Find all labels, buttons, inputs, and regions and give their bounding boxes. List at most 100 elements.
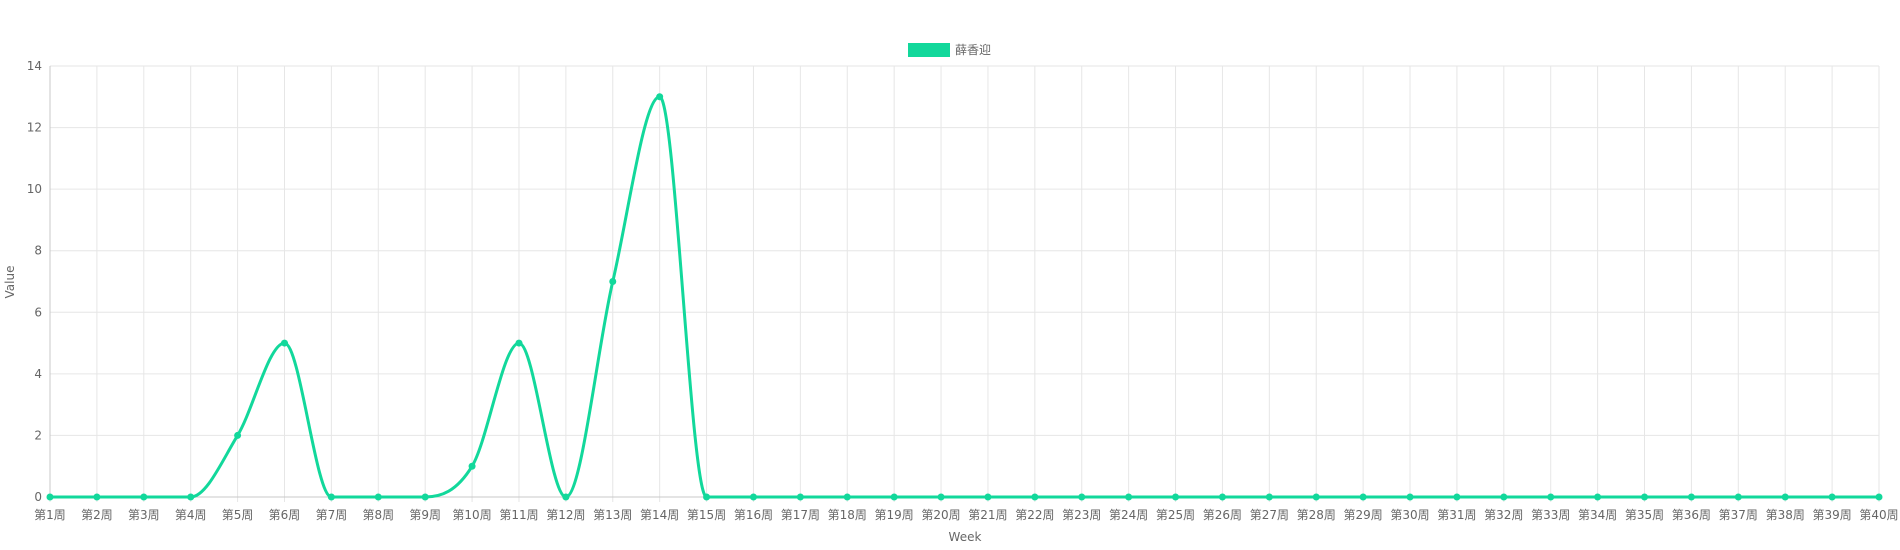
x-tick-label: 第29周 [1343,508,1382,522]
x-tick-label: 第30周 [1390,508,1429,522]
x-tick-label: 第34周 [1578,508,1617,522]
x-tick-label: 第5周 [222,508,254,522]
x-tick-label: 第2周 [81,508,113,522]
y-tick-label: 8 [34,244,42,258]
data-point[interactable] [1265,493,1273,501]
x-tick-label: 第9周 [409,508,441,522]
data-point[interactable] [1453,493,1461,501]
x-tick-label: 第6周 [269,508,301,522]
data-point[interactable] [1687,493,1695,501]
data-point[interactable] [515,339,523,347]
data-point[interactable] [1500,493,1508,501]
x-tick-label: 第20周 [921,508,960,522]
x-tick-label: 第12周 [546,508,585,522]
x-tick-label: 第4周 [175,508,207,522]
axes [49,66,1879,498]
x-tick-label: 第38周 [1766,508,1805,522]
y-tick-label: 0 [34,490,42,504]
y-axis-title: Value [3,266,17,299]
data-point[interactable] [984,493,992,501]
data-point[interactable] [562,493,570,501]
data-point[interactable] [796,493,804,501]
x-tick-label: 第7周 [316,508,348,522]
y-tick-labels: 0 2 4 6 8 10 12 14 [27,59,42,504]
x-tick-label: 第21周 [968,508,1007,522]
x-tick-label: 第13周 [593,508,632,522]
data-point[interactable] [1312,493,1320,501]
x-tick-label: 第32周 [1484,508,1523,522]
data-point[interactable] [1875,493,1883,501]
data-point[interactable] [890,493,898,501]
x-tick-label: 第26周 [1203,508,1242,522]
data-point[interactable] [749,493,757,501]
data-point[interactable] [703,493,711,501]
data-point[interactable] [1078,493,1086,501]
data-point[interactable] [1406,493,1414,501]
x-tick-label: 第10周 [452,508,491,522]
data-point[interactable] [1547,493,1555,501]
x-tick-label: 第15周 [687,508,726,522]
series-lines [48,95,1881,499]
data-point[interactable] [937,493,945,501]
data-point[interactable] [1031,493,1039,501]
data-point[interactable] [280,339,288,347]
data-point[interactable] [1828,493,1836,501]
x-tick-label: 第8周 [362,508,394,522]
legend-swatch [908,43,950,57]
data-point[interactable] [327,493,335,501]
x-tick-label: 第27周 [1250,508,1289,522]
x-tick-label: 第35周 [1625,508,1664,522]
x-tick-label: 第23周 [1062,508,1101,522]
x-tick-label: 第24周 [1109,508,1148,522]
data-point[interactable] [1594,493,1602,501]
data-point[interactable] [1641,493,1649,501]
x-tick-label: 第14周 [640,508,679,522]
data-point[interactable] [140,493,148,501]
data-points [46,93,1883,501]
data-point[interactable] [46,493,54,501]
x-tick-label: 第25周 [1156,508,1195,522]
data-point[interactable] [1125,493,1133,501]
x-tick-label: 第17周 [781,508,820,522]
x-tick-label: 第19周 [875,508,914,522]
legend-label: 薛香迎 [955,43,991,57]
data-point[interactable] [1359,493,1367,501]
data-point[interactable] [234,431,242,439]
data-point[interactable] [1781,493,1789,501]
x-tick-label: 第11周 [499,508,538,522]
x-tick-label: 第39周 [1812,508,1851,522]
y-tick-label: 4 [34,367,42,381]
series-line [48,95,1881,499]
y-tick-label: 14 [27,59,42,73]
x-tick-label: 第36周 [1672,508,1711,522]
data-point[interactable] [187,493,195,501]
x-tick-label: 第22周 [1015,508,1054,522]
data-point[interactable] [656,93,664,101]
x-tick-label: 第33周 [1531,508,1570,522]
x-tick-label: 第16周 [734,508,773,522]
x-tick-label: 第3周 [128,508,160,522]
x-tick-label: 第1周 [34,508,66,522]
y-tick-label: 6 [34,305,42,319]
data-point[interactable] [1218,493,1226,501]
x-tick-labels: 第1周 第2周 第3周 第4周 第5周 第6周 第7周 第8周 第9周 第10周 第11周 第12周第… [34,508,1898,522]
x-tick-label: 第28周 [1297,508,1336,522]
y-tick-label: 12 [27,121,42,135]
x-tick-label: 第31周 [1437,508,1476,522]
data-point[interactable] [843,493,851,501]
legend[interactable]: 薛香迎 [908,43,991,57]
y-tick-label: 2 [34,428,42,442]
data-point[interactable] [609,278,617,285]
x-tick-label: 第37周 [1719,508,1758,522]
data-point[interactable] [1734,493,1742,501]
data-point[interactable] [1172,493,1180,501]
x-axis-title: Week [949,530,982,544]
data-point[interactable] [421,493,429,501]
data-point[interactable] [374,493,382,501]
grid-lines [49,65,1880,502]
x-tick-label: 第40周 [1859,508,1898,522]
data-point[interactable] [93,493,101,501]
x-tick-label: 第18周 [828,508,867,522]
data-point[interactable] [468,462,476,470]
